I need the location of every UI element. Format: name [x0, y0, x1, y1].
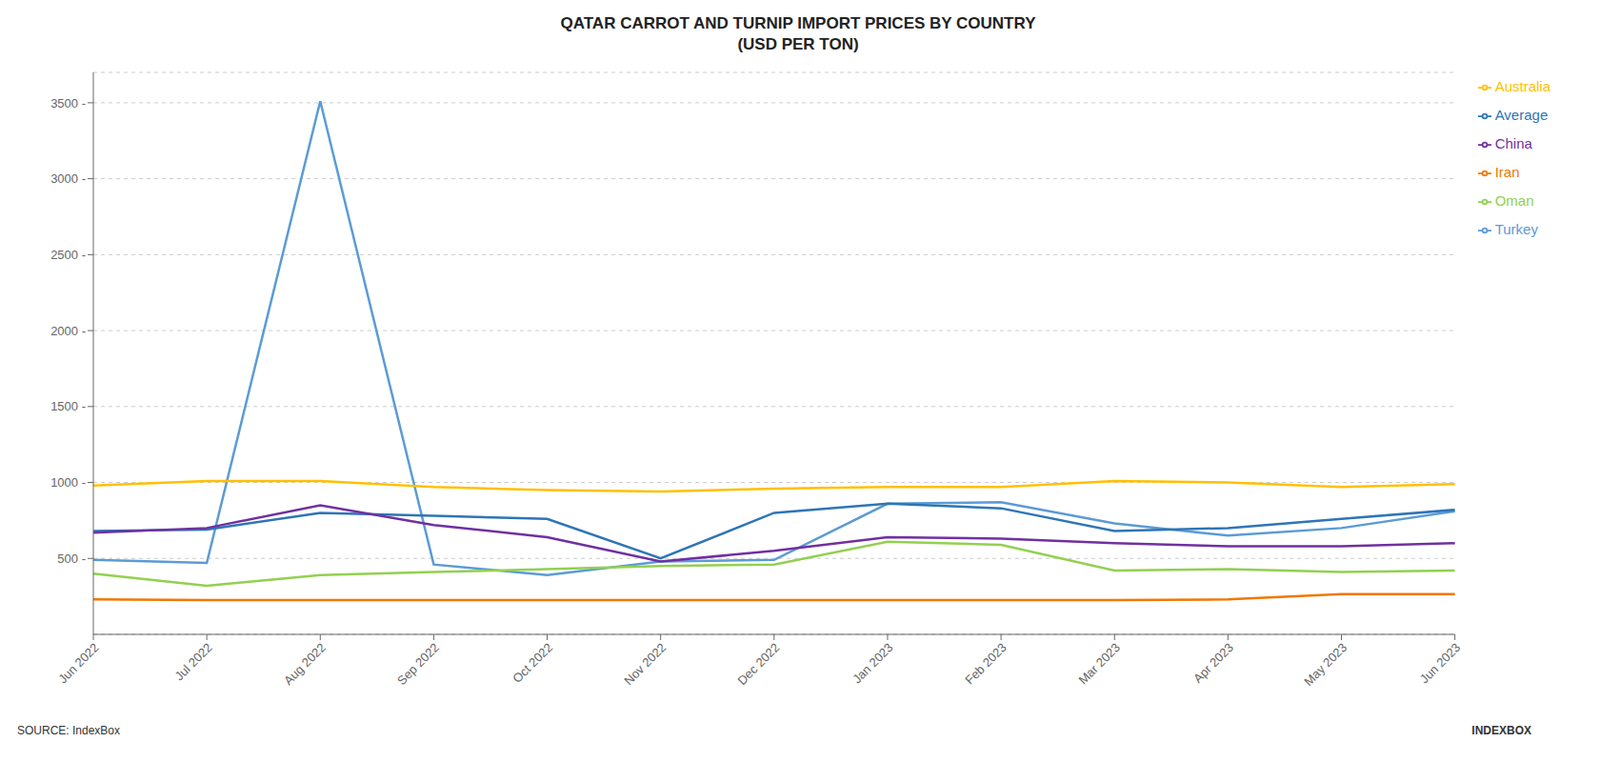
svg-text:Dec 2022: Dec 2022	[735, 640, 783, 688]
svg-text:Nov 2022: Nov 2022	[620, 640, 669, 688]
html-text:Turkey: Turkey	[1494, 220, 1538, 238]
svg-text:1000 -: 1000 -	[50, 475, 86, 490]
svg-text:1500 -: 1500 -	[50, 399, 86, 414]
html-text:Iran: Iran	[1494, 163, 1520, 180]
svg-text:May 2023: May 2023	[1300, 640, 1350, 689]
html-text:(USD PER TON): (USD PER TON)	[737, 35, 859, 54]
svg-text:Jan 2023: Jan 2023	[849, 640, 896, 686]
html-text:QATAR CARROT AND TURNIP IMPORT: QATAR CARROT AND TURNIP IMPORT PRICES BY…	[560, 14, 1036, 33]
svg-text:2500 -: 2500 -	[50, 247, 86, 262]
svg-text:Feb 2023: Feb 2023	[961, 640, 1009, 687]
html-text:China: China	[1494, 135, 1533, 152]
html-text:Average: Average	[1494, 106, 1548, 123]
svg-text:3000 -: 3000 -	[50, 171, 86, 186]
svg-text:Jun 2022: Jun 2022	[55, 640, 101, 686]
svg-text:500 -: 500 -	[57, 551, 86, 566]
svg-text:Oct 2022: Oct 2022	[509, 640, 556, 686]
html-text:SOURCE: IndexBox: SOURCE: IndexBox	[17, 723, 120, 738]
svg-text:Aug 2022: Aug 2022	[280, 640, 329, 688]
svg-text:Jun 2023: Jun 2023	[1417, 640, 1463, 686]
html-text:Australia: Australia	[1494, 78, 1551, 95]
svg-text:Mar 2023: Mar 2023	[1075, 640, 1122, 687]
svg-text:2000 -: 2000 -	[50, 323, 86, 339]
html-text:Oman: Oman	[1494, 192, 1534, 209]
svg-text:Sep 2022: Sep 2022	[394, 640, 442, 688]
html-text:INDEXBOX: INDEXBOX	[1471, 723, 1532, 738]
svg-text:Jul 2022: Jul 2022	[171, 640, 215, 683]
svg-text:Apr 2023: Apr 2023	[1190, 640, 1237, 686]
svg-text:3500 -: 3500 -	[50, 96, 86, 111]
